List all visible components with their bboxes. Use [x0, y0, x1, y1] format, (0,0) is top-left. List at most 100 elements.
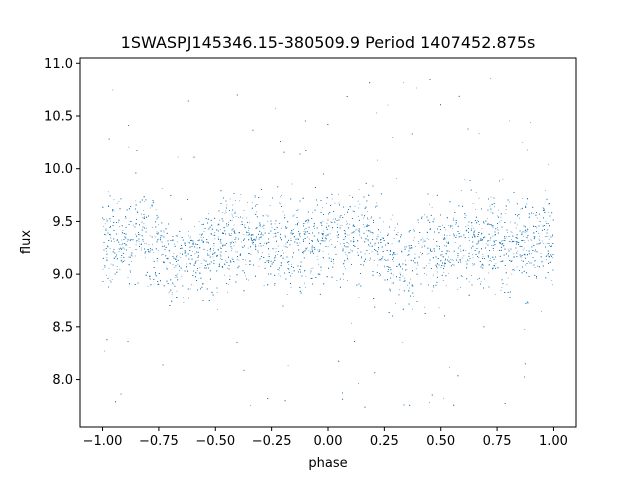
- data-point: [378, 259, 380, 261]
- data-point: [507, 277, 509, 279]
- data-point: [492, 249, 494, 251]
- data-point: [346, 255, 348, 257]
- data-point: [377, 234, 379, 236]
- data-point: [476, 279, 478, 280]
- data-point: [358, 383, 360, 384]
- data-point: [520, 208, 522, 210]
- data-point: [356, 229, 358, 231]
- data-point: [244, 275, 246, 277]
- data-point: [359, 203, 361, 205]
- data-point: [459, 249, 461, 251]
- data-point: [394, 227, 396, 229]
- data-point: [241, 246, 243, 248]
- data-point: [117, 239, 119, 240]
- data-point: [347, 258, 349, 260]
- data-point: [225, 212, 227, 214]
- data-point: [522, 249, 524, 251]
- data-point: [244, 226, 246, 228]
- data-point: [247, 234, 249, 236]
- data-point: [250, 260, 252, 262]
- data-point: [540, 311, 542, 313]
- data-point: [429, 203, 430, 205]
- data-point: [322, 220, 324, 222]
- data-point: [465, 215, 467, 216]
- data-point: [191, 240, 193, 242]
- data-point: [490, 211, 492, 213]
- data-point: [258, 245, 260, 247]
- data-point: [540, 253, 542, 254]
- data-point: [243, 210, 245, 211]
- data-point: [119, 226, 121, 228]
- data-point: [321, 240, 323, 241]
- data-point: [467, 236, 469, 238]
- data-point: [246, 217, 248, 219]
- data-point: [188, 235, 190, 237]
- data-point: [511, 241, 513, 243]
- data-point: [287, 364, 289, 366]
- data-point: [468, 260, 470, 262]
- data-point: [368, 259, 370, 261]
- data-point: [505, 209, 507, 210]
- data-point: [444, 245, 445, 246]
- data-point: [403, 82, 405, 84]
- data-point: [463, 255, 465, 257]
- data-point: [119, 269, 121, 270]
- data-point: [271, 227, 273, 229]
- data-point: [232, 215, 234, 217]
- data-point: [143, 209, 144, 211]
- data-point: [326, 222, 328, 224]
- data-point: [236, 259, 238, 261]
- data-point: [414, 253, 416, 255]
- data-point: [475, 208, 476, 210]
- data-point: [480, 280, 482, 282]
- data-point: [503, 240, 505, 241]
- data-point: [424, 214, 426, 216]
- data-point: [141, 221, 143, 223]
- data-point: [304, 282, 305, 284]
- data-point: [220, 258, 221, 260]
- data-point: [336, 280, 338, 281]
- data-point: [216, 228, 218, 230]
- data-point: [150, 249, 151, 251]
- data-point: [322, 207, 324, 209]
- data-point: [121, 239, 123, 241]
- data-point: [478, 133, 480, 135]
- data-point: [143, 200, 145, 202]
- data-point: [527, 240, 529, 242]
- data-point: [528, 262, 530, 264]
- data-point: [516, 224, 518, 226]
- data-point: [218, 219, 220, 221]
- data-point: [303, 231, 305, 232]
- data-point: [343, 266, 345, 268]
- data-point: [394, 252, 395, 254]
- data-point: [278, 273, 280, 275]
- data-point: [499, 221, 501, 223]
- data-point: [333, 263, 335, 265]
- data-point: [238, 217, 240, 219]
- data-point: [464, 179, 466, 181]
- data-point: [234, 230, 236, 231]
- data-point: [478, 224, 480, 226]
- data-point: [449, 251, 450, 252]
- data-point: [445, 229, 447, 231]
- data-point: [517, 250, 519, 252]
- data-point: [180, 257, 182, 258]
- data-point: [177, 263, 179, 265]
- data-point: [404, 264, 406, 265]
- data-point: [538, 233, 540, 235]
- data-point: [432, 250, 434, 252]
- data-point: [507, 231, 509, 233]
- data-point: [428, 402, 430, 403]
- data-point: [193, 244, 195, 246]
- data-point: [231, 232, 233, 234]
- data-point: [457, 288, 459, 290]
- data-point: [200, 262, 202, 264]
- data-point: [472, 264, 474, 266]
- data-point: [433, 238, 434, 240]
- data-point: [247, 226, 249, 228]
- data-point: [199, 272, 201, 274]
- data-point: [383, 266, 385, 268]
- data-point: [348, 234, 350, 236]
- data-point: [260, 224, 261, 226]
- data-point: [539, 235, 540, 237]
